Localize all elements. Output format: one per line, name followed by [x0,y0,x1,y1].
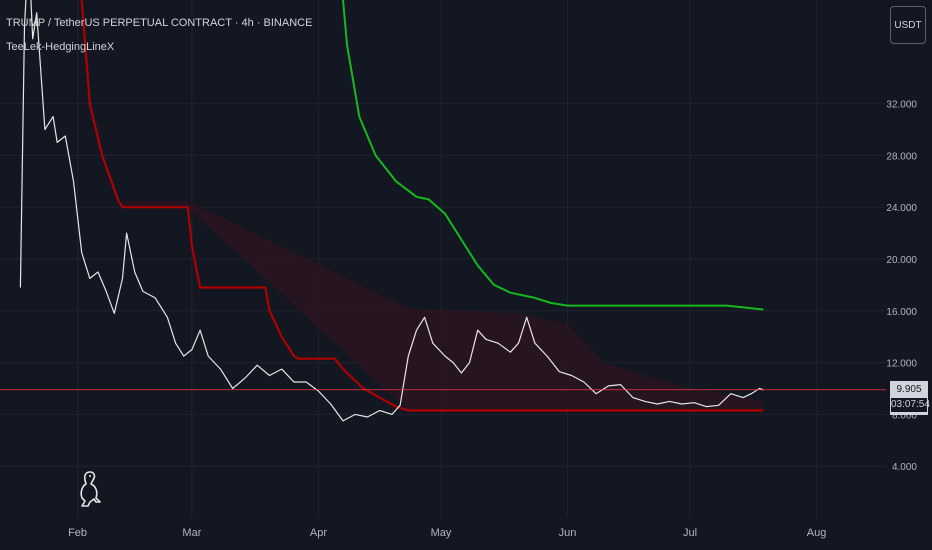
candle-countdown: 03:07:54 [890,396,930,413]
y-tick-label: 32.000 [886,100,917,111]
y-tick-label: 4.000 [892,462,917,473]
y-tick-label: 28.000 [886,151,917,162]
x-tick-label: Aug [807,527,827,539]
x-tick-label: Mar [182,527,201,539]
y-tick-label: 8.000 [892,410,917,421]
y-tick-label: 20.000 [886,255,917,266]
x-tick-label: Jul [683,527,697,539]
x-tick-label: May [431,527,452,539]
y-axis: 4.000 8.000 12.000 16.000 20.000 24.000 28.000… [886,100,917,474]
upper-line [342,0,764,311]
indicator-name[interactable]: TeeLek-HedgingLineX [6,41,115,53]
x-tick-label: Jun [559,527,577,539]
y-tick-label: 24.000 [886,203,917,214]
x-tick-label: Apr [310,527,327,539]
x-tick-label: Feb [68,527,87,539]
price-series-line [19,0,764,422]
tradingview-dino-icon[interactable] [76,468,104,508]
chart-grid [0,0,886,518]
x-axis: Feb Mar Apr May Jun Jul Aug [68,527,826,539]
hedging-zone-area [122,200,764,411]
current-price-tag: 9.905 03:07:54 [890,380,930,415]
currency-button[interactable]: USDT [890,6,926,44]
hedging-line [80,0,764,412]
y-tick-label: 16.000 [886,307,917,318]
chart-title: TRUMP / TetherUS PERPETUAL CONTRACT · 4h… [6,17,313,29]
current-price-value: 9.905 [896,383,922,395]
y-tick-label: 12.000 [886,359,917,370]
